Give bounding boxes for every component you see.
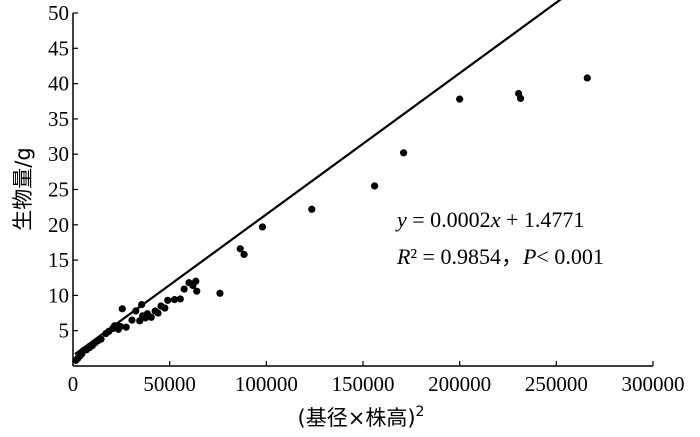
data-point bbox=[236, 245, 244, 253]
x-tick-labels: 0 50000 100000 150000 200000 250000 300000 bbox=[68, 372, 685, 396]
data-point bbox=[371, 182, 379, 190]
data-point bbox=[161, 304, 169, 312]
data-points bbox=[72, 74, 591, 364]
y-tick-label: 25 bbox=[48, 178, 69, 202]
y-tick-labels: 5 10 15 20 25 30 35 40 45 50 bbox=[48, 1, 69, 343]
data-point bbox=[400, 149, 408, 157]
regression-equation: y = 0.0002x + 1.4771 bbox=[395, 207, 584, 232]
data-point bbox=[170, 296, 179, 304]
x-tick-label: 100000 bbox=[235, 372, 298, 396]
x-tick-label: 50000 bbox=[143, 372, 196, 396]
x-tick-label: 150000 bbox=[332, 372, 395, 396]
data-point bbox=[154, 309, 162, 317]
data-point bbox=[176, 295, 184, 303]
y-tick-label: 20 bbox=[48, 213, 69, 237]
y-tick-label: 5 bbox=[59, 319, 70, 343]
data-point bbox=[118, 305, 126, 313]
data-point bbox=[192, 277, 200, 285]
x-tick-label: 250000 bbox=[525, 372, 588, 396]
data-point bbox=[258, 223, 267, 231]
x-tick-label: 300000 bbox=[622, 372, 685, 396]
y-tick-label: 10 bbox=[48, 283, 69, 307]
y-tick-label: 40 bbox=[48, 72, 69, 96]
y-tick-label: 35 bbox=[48, 107, 69, 131]
data-point bbox=[583, 74, 591, 82]
y-tick-label: 15 bbox=[48, 248, 69, 272]
x-tick-label: 200000 bbox=[428, 372, 491, 396]
data-point bbox=[240, 250, 248, 259]
data-point bbox=[164, 296, 172, 304]
data-point bbox=[516, 94, 525, 103]
regression-line bbox=[74, 0, 562, 356]
data-point bbox=[128, 316, 136, 324]
data-point bbox=[216, 289, 224, 297]
y-axis-label: 生物量/g bbox=[11, 147, 35, 230]
data-point bbox=[456, 95, 464, 103]
r-squared-annotation: R² = 0.9854，P< 0.001 bbox=[396, 244, 604, 269]
y-tick-label: 45 bbox=[48, 36, 69, 60]
x-tick-label: 0 bbox=[68, 372, 79, 396]
data-point bbox=[122, 323, 130, 331]
data-point bbox=[138, 300, 146, 309]
data-point bbox=[147, 313, 155, 321]
y-tick-label: 30 bbox=[48, 142, 69, 166]
x-axis-label: (基径×株高)2 bbox=[298, 404, 425, 430]
data-point bbox=[308, 205, 316, 213]
data-point bbox=[132, 307, 140, 315]
data-point bbox=[180, 285, 188, 293]
data-point bbox=[193, 287, 201, 295]
tick-marks bbox=[72, 12, 654, 366]
data-point bbox=[116, 322, 124, 331]
y-tick-label: 50 bbox=[48, 1, 69, 25]
data-point bbox=[97, 335, 105, 343]
